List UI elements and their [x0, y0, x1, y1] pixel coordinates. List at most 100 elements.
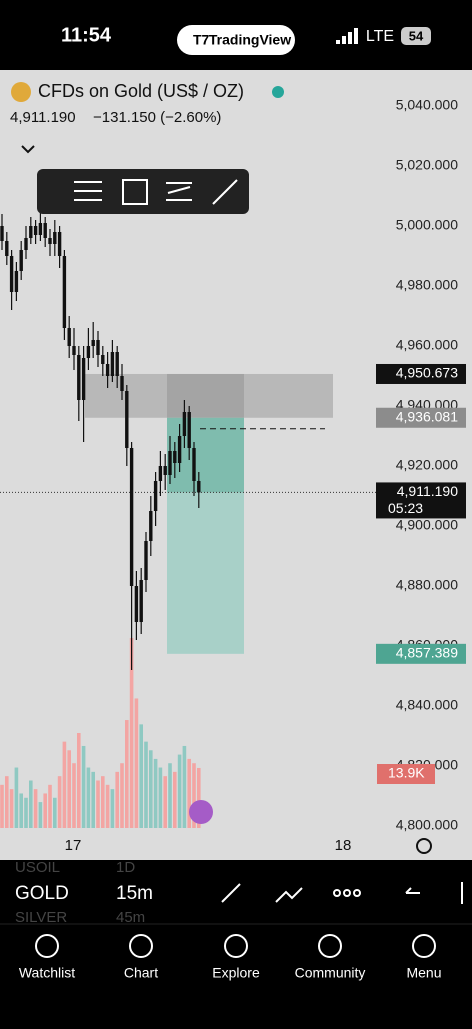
volume-bar [134, 698, 139, 828]
settings[interactable] [416, 838, 432, 854]
volume-bar [5, 776, 9, 828]
price-label-box [376, 407, 466, 428]
volume-bar [158, 767, 163, 828]
symbol-option[interactable]: SILVER [15, 909, 67, 926]
alert-icon[interactable] [189, 800, 213, 824]
candle-body [91, 340, 95, 347]
candle-body [5, 241, 9, 257]
drawing-tools[interactable] [74, 179, 238, 205]
toolbar-icons[interactable] [221, 882, 463, 904]
volume-bar [144, 741, 148, 828]
nav-label[interactable]: Community [295, 965, 366, 981]
volume-bar [77, 733, 81, 828]
candle-body [125, 391, 129, 449]
nav-icon[interactable] [318, 934, 342, 958]
volume-bar [139, 724, 143, 828]
candle-body [129, 448, 134, 587]
price-label: 4,950.673 [396, 365, 458, 381]
time-label: 17 [65, 837, 82, 854]
battery [401, 27, 431, 45]
candle-body [0, 226, 4, 242]
network: LTE [366, 28, 394, 45]
candle-body [81, 358, 86, 401]
last-price: 4,911.190 [10, 109, 76, 126]
volume-bar [33, 789, 38, 828]
candle-body [96, 340, 100, 356]
candle-body [115, 352, 119, 377]
toolbar [0, 860, 472, 924]
candle-body [14, 271, 19, 293]
candle-body [120, 376, 124, 392]
volume-bar [197, 767, 201, 828]
volume-label: 13.9K [388, 765, 425, 781]
volume-bar [62, 741, 67, 828]
volume-bar [192, 763, 196, 828]
volume-bar [168, 763, 172, 828]
y-tick-label: 4,900.000 [396, 517, 458, 533]
price-label: 4,857.389 [396, 645, 458, 661]
volume-bar [96, 780, 100, 828]
y-tick-label: 4,800.000 [396, 817, 458, 833]
candle-body [110, 352, 115, 377]
candle-body [187, 412, 191, 449]
volume-bar [53, 797, 57, 828]
interval-option[interactable]: 1D [116, 859, 135, 876]
nav-label[interactable]: Explore [212, 965, 260, 981]
volume-bar [187, 758, 191, 828]
tv-logo: T7 [193, 32, 210, 48]
candle-body [86, 346, 91, 359]
candle-body [163, 466, 167, 476]
nav-label[interactable]: Watchlist [19, 965, 75, 981]
volume-bar [115, 771, 119, 828]
nav-bar: Watchlist Chart Explore Community Menu [19, 934, 442, 981]
symbol-current[interactable]: GOLD [15, 883, 69, 904]
volume-bar [91, 771, 95, 828]
candle-body [173, 451, 177, 464]
y-tick-label: 5,040.000 [396, 97, 458, 113]
candle-body [158, 466, 163, 482]
volume-bar [86, 767, 91, 828]
nav-icon[interactable] [129, 934, 153, 958]
interval-option[interactable]: 45m [116, 909, 145, 926]
candle-body [57, 232, 62, 257]
volume-label-box [377, 764, 435, 784]
volume-bar [19, 793, 23, 828]
candle-body [177, 436, 182, 464]
plot: 5,040.000 5,020.000 5,000.000 4,980.000 4,96… [0, 97, 466, 854]
collapse[interactable] [21, 145, 35, 154]
symbol-name: CFDs on Gold (US$ / OZ) [38, 81, 244, 101]
volume-bar [43, 793, 47, 828]
clock: 11:54 [61, 24, 112, 46]
nav-icon[interactable] [412, 934, 436, 958]
volume-bar [14, 767, 19, 828]
countdown: 05:23 [388, 500, 423, 516]
candle-body [77, 355, 81, 401]
nav-label[interactable]: Chart [124, 965, 158, 981]
nav-label[interactable]: Menu [406, 965, 441, 981]
candle-body [105, 364, 110, 377]
volume-bar [125, 720, 129, 828]
y-tick-label: 4,920.000 [396, 457, 458, 473]
candle-body [149, 511, 153, 542]
volume-bar [0, 784, 4, 828]
volume-bar [9, 789, 14, 828]
price-label-box [376, 482, 466, 519]
candle-body [144, 541, 148, 581]
volume-bar [101, 776, 105, 828]
y-tick-label: 5,020.000 [396, 157, 458, 173]
volume-bar [110, 789, 115, 828]
interval-current[interactable]: 15m [116, 883, 153, 904]
candle-body [168, 451, 172, 476]
candle-body [38, 223, 43, 236]
app-pill [177, 25, 295, 55]
volume-bar [120, 763, 124, 828]
volume-bar [24, 797, 28, 828]
symbol-option[interactable]: USOIL [15, 859, 60, 876]
candle-body [24, 238, 28, 251]
volume-bar [173, 771, 177, 828]
nav-icon[interactable] [224, 934, 248, 958]
candle-body [29, 226, 33, 239]
nav-icon[interactable] [35, 934, 59, 958]
candle-body [101, 355, 105, 365]
y-tick-label: 4,880.000 [396, 577, 458, 593]
